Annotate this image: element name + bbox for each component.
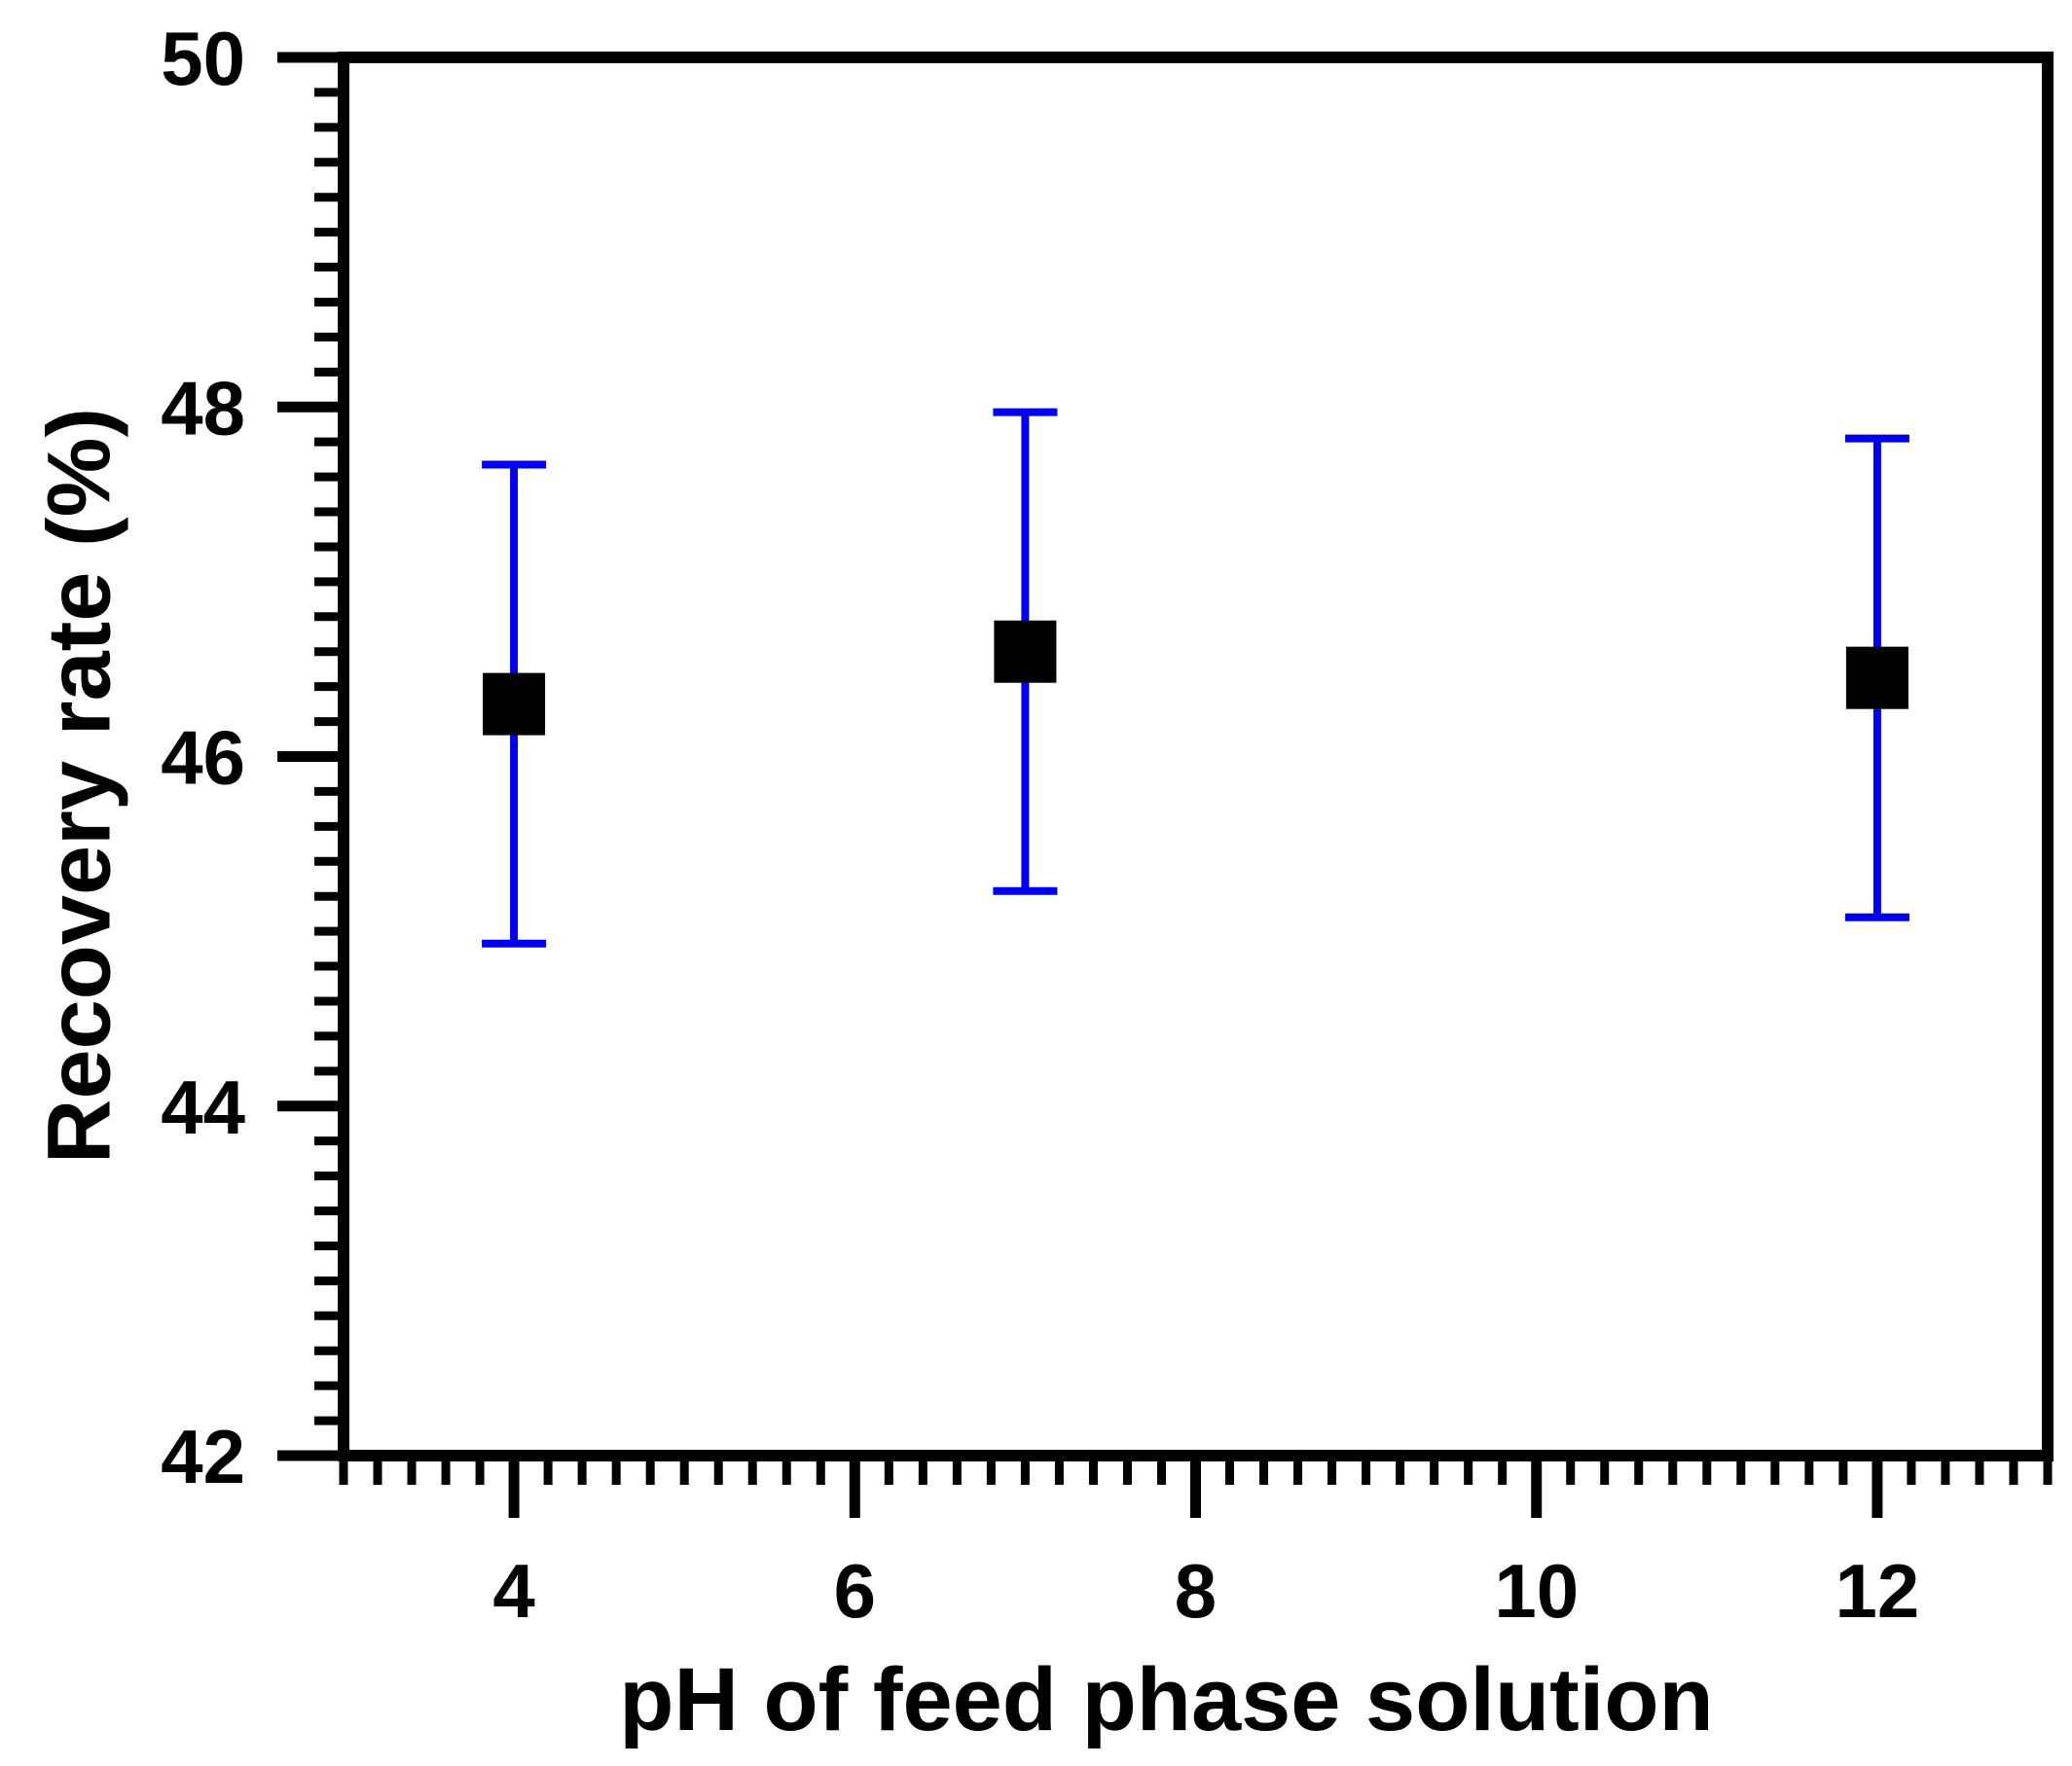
y-tick-labels: 42 44 46 48 50: [161, 16, 245, 1499]
y-tick-label: 44: [161, 1064, 245, 1150]
x-tick-label: 10: [1494, 1548, 1579, 1634]
data-point: [1845, 646, 1908, 709]
major-ticks: [277, 52, 1883, 1518]
y-tick-label: 48: [161, 365, 245, 451]
x-axis-title: pH of feed phase solution: [619, 1650, 1713, 1749]
x-tick-labels: 4 6 8 10 12: [492, 1548, 1919, 1634]
plot-frame: [338, 52, 2054, 1461]
y-tick-label: 42: [161, 1414, 245, 1499]
x-tick-label: 6: [834, 1548, 876, 1634]
error-bars: [482, 408, 1909, 948]
data-point: [483, 672, 546, 736]
x-tick-label: 8: [1175, 1548, 1217, 1634]
x-tick-label: 4: [492, 1548, 534, 1634]
x-tick-label: 12: [1836, 1548, 1920, 1634]
data-markers: [483, 620, 1908, 736]
minor-ticks: [314, 88, 2053, 1485]
y-tick-label: 46: [161, 715, 245, 801]
y-axis-title: Recovery rate (%): [29, 408, 128, 1164]
data-point: [994, 620, 1057, 683]
y-tick-label: 50: [161, 16, 245, 101]
